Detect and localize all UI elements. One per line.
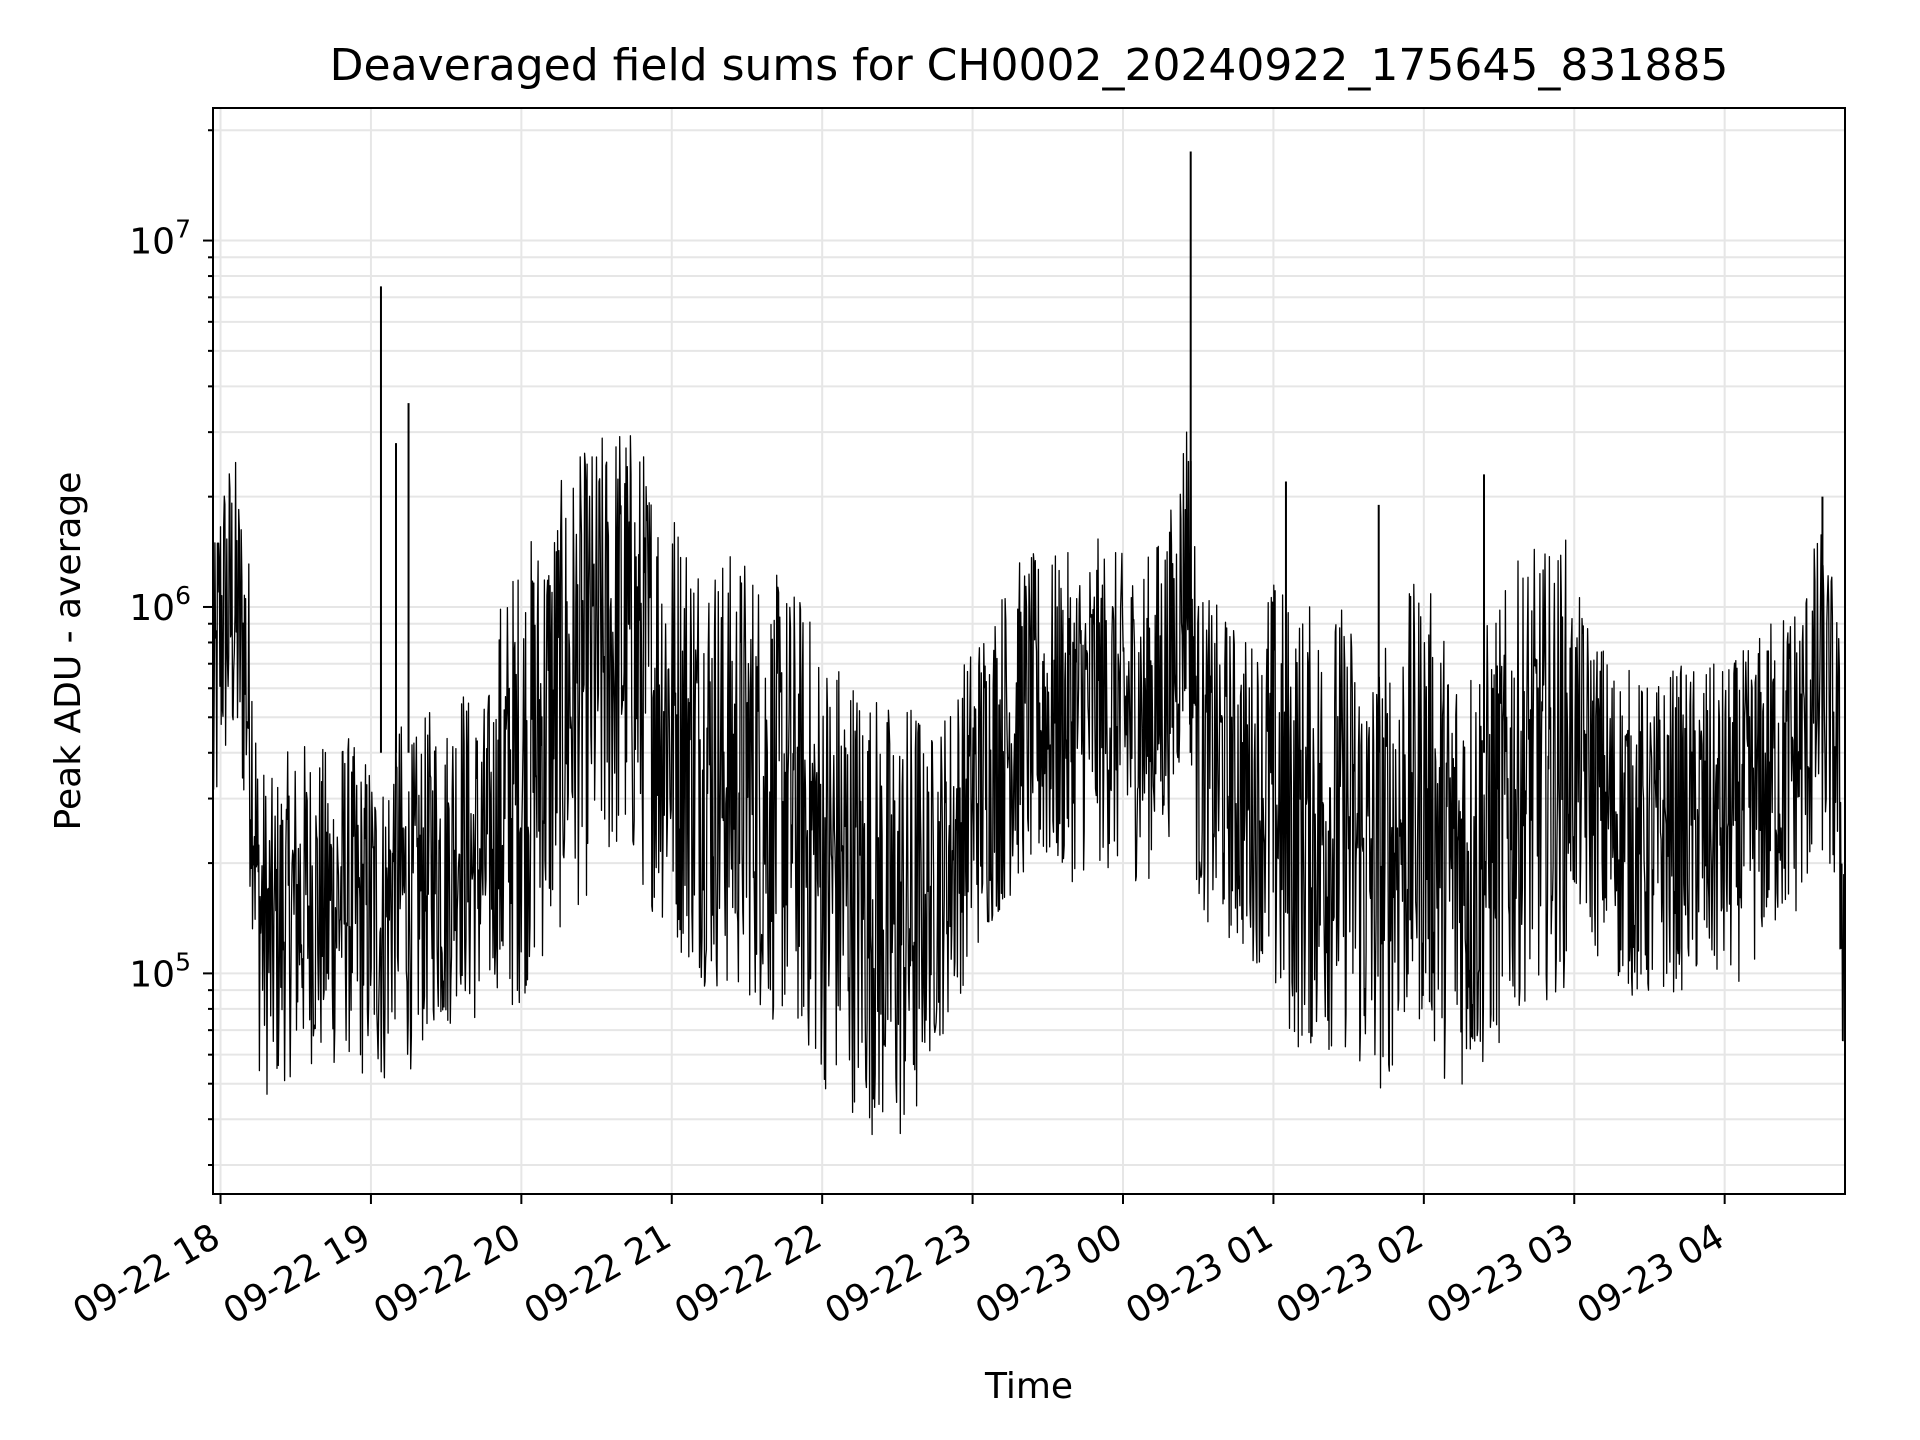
y-axis: 105 106 107 [129,129,213,1166]
y-tick-label: 105 [129,947,191,995]
chart-title: Deaveraged field sums for CH0002_2024092… [330,40,1729,91]
series-line [212,431,1846,1136]
axes-frame [212,107,1846,1195]
y-tick-label: 107 [129,215,191,263]
y-tick-label: 106 [129,581,191,629]
x-axis-label: Time [984,1366,1073,1407]
plot-area [212,151,1846,1136]
y-axis-label: Peak ADU - average [48,472,89,831]
